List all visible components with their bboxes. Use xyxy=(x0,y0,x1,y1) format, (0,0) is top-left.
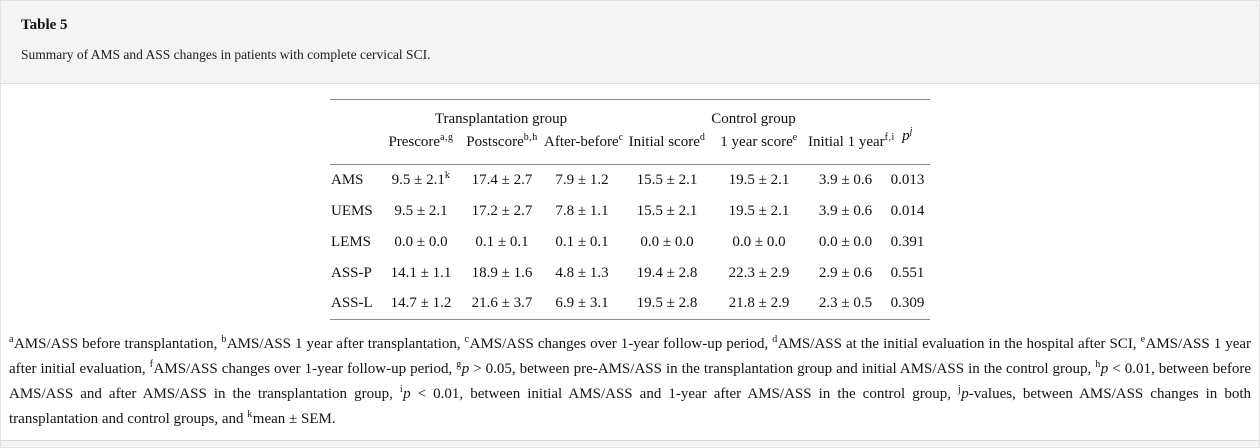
corner-cell xyxy=(330,100,380,165)
group-header-row: Transplantation group Control group pj xyxy=(330,100,930,144)
group-header-2: Control group xyxy=(711,111,796,127)
table-cell: 3.9 ± 0.6 xyxy=(818,171,873,188)
row-label: AMS xyxy=(331,171,364,188)
table-cell: 0.0 ± 0.0 xyxy=(394,233,448,250)
table-cell: 15.5 ± 2.1 xyxy=(636,171,698,188)
column-header-5: 1 year scoree xyxy=(720,132,798,151)
table-cell: 0.1 ± 0.1 xyxy=(475,233,529,250)
table-row: AMS 9.5 ± 2.1k 17.4 ± 2.7 7.9 ± 1.2 15.5 ± 2… xyxy=(330,165,930,196)
table-cell: 0.1 ± 0.1 xyxy=(555,233,609,250)
table-row: ASS-P 14.1 ± 1.1 18.9 ± 1.6 4.8 ± 1.3 19.4 ±… xyxy=(330,258,930,289)
table-cell: 0.0 ± 0.0 xyxy=(640,233,694,250)
table-cell: 9.5 ± 2.1k xyxy=(391,169,451,188)
table-cell: 0.551 xyxy=(890,264,925,281)
table-cell: 21.6 ± 3.7 xyxy=(471,295,533,312)
table-cell: 17.4 ± 2.7 xyxy=(471,171,533,188)
table-cell: 15.5 ± 2.1 xyxy=(636,202,698,219)
column-header-4: Initial scored xyxy=(628,132,706,151)
table-cell: 0.0 ± 0.0 xyxy=(732,233,786,250)
table-body: AMS 9.5 ± 2.1k 17.4 ± 2.7 7.9 ± 1.2 15.5 ± 2… xyxy=(330,165,930,320)
table-cell: 4.8 ± 1.3 xyxy=(555,264,609,281)
table-cell: 0.014 xyxy=(890,202,925,219)
table-cell: 0.013 xyxy=(890,171,925,188)
table-card: Transplantation group Control group pj Pre… xyxy=(1,84,1259,441)
table-cell: 3.9 ± 0.6 xyxy=(818,202,873,219)
table-row: ASS-L 14.7 ± 1.2 21.6 ± 3.7 6.9 ± 3.1 19.5 ±… xyxy=(330,289,930,320)
table-cell: 7.9 ± 1.2 xyxy=(555,171,609,188)
table-cell: 14.1 ± 1.1 xyxy=(390,264,452,281)
table-cell: 18.9 ± 1.6 xyxy=(471,264,533,281)
p-value-header: pj xyxy=(902,125,913,144)
table-cell: 7.8 ± 1.1 xyxy=(555,202,609,219)
row-label: ASS-P xyxy=(331,264,372,281)
table-cell: 19.5 ± 2.1 xyxy=(728,171,790,188)
table-cell: 0.309 xyxy=(890,295,925,312)
table-cell: 19.5 ± 2.1 xyxy=(728,202,790,219)
table-footnotes: aAMS/ASS before transplantation, bAMS/AS… xyxy=(9,334,1252,428)
column-header-1: Prescorea,g xyxy=(388,132,454,151)
sub-header-row: Prescorea,g Postscoreb,h After-beforec Init… xyxy=(330,131,930,165)
group-header-1: Transplantation group xyxy=(434,111,568,127)
table-cell: 21.8 ± 2.9 xyxy=(728,295,790,312)
column-header-6: Initial 1 yearf,i xyxy=(808,132,895,151)
table-cell: 19.5 ± 2.8 xyxy=(636,295,698,312)
table-cell: 19.4 ± 2.8 xyxy=(636,264,698,281)
table-cell: 0.391 xyxy=(890,233,925,250)
table-cell: 9.5 ± 2.1 xyxy=(394,202,448,219)
summary-table: Transplantation group Control group pj Pre… xyxy=(330,99,930,320)
row-label: LEMS xyxy=(331,233,372,250)
table-header-band: Table 5 Summary of AMS and ASS changes i… xyxy=(1,1,1259,84)
table-caption: Summary of AMS and ASS changes in patien… xyxy=(21,47,431,62)
column-header-3: After-beforec xyxy=(544,132,624,151)
table-cell: 22.3 ± 2.9 xyxy=(728,264,790,281)
row-label: UEMS xyxy=(331,202,373,219)
table-cell: 6.9 ± 3.1 xyxy=(555,295,609,312)
table-head: Transplantation group Control group pj Pre… xyxy=(330,100,930,165)
table-cell: 14.7 ± 1.2 xyxy=(390,295,452,312)
table-cell: 2.9 ± 0.6 xyxy=(818,264,873,281)
table-cell: 2.3 ± 0.5 xyxy=(818,295,873,312)
table-cell: 17.2 ± 2.7 xyxy=(471,202,533,219)
table-title: Table 5 xyxy=(21,17,68,33)
column-header-2: Postscoreb,h xyxy=(466,132,538,151)
table-row: LEMS 0.0 ± 0.0 0.1 ± 0.1 0.1 ± 0.1 0.0 ± 0.0… xyxy=(330,227,930,258)
row-label: ASS-L xyxy=(331,295,373,312)
table-cell: 0.0 ± 0.0 xyxy=(818,233,873,250)
table-row: UEMS 9.5 ± 2.1 17.2 ± 2.7 7.8 ± 1.1 15.5 ± 2… xyxy=(330,196,930,227)
